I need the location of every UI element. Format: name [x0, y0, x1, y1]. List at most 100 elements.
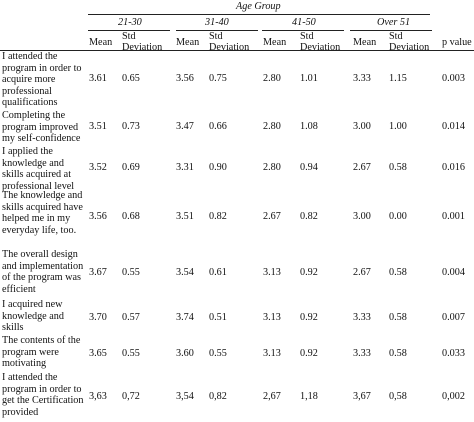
std-header: Std Deviation	[300, 31, 340, 53]
group-label-21-30: 21-30	[118, 17, 142, 28]
cell: 0.73	[122, 121, 140, 132]
cell: 2.80	[263, 162, 281, 173]
cell: 0.014	[442, 121, 465, 132]
group-underline-31-40	[176, 30, 258, 31]
cell: 2,67	[263, 391, 281, 402]
item-text: The knowledge and skills acquired have h…	[2, 190, 83, 236]
cell: 3.61	[89, 73, 107, 84]
cell: 2.67	[353, 162, 371, 173]
item-text: The contents of the program were motivat…	[2, 335, 81, 370]
cell: 0.69	[122, 162, 140, 173]
cell: 0,58	[389, 391, 407, 402]
cell: 0.65	[122, 73, 140, 84]
cell: 3.56	[89, 211, 107, 222]
cell: 0,002	[442, 391, 465, 402]
cell: 0.58	[389, 312, 407, 323]
cell: 3,54	[176, 391, 194, 402]
cell: 3.51	[89, 121, 107, 132]
cell: 3.13	[263, 348, 281, 359]
cell: 3.13	[263, 267, 281, 278]
cell: 0,72	[122, 391, 140, 402]
header-rule-bottom	[0, 50, 474, 51]
cell: 0.003	[442, 73, 465, 84]
std-header: Std Deviation	[389, 31, 429, 53]
mean-header: Mean	[89, 37, 113, 48]
mean-header: Mean	[353, 37, 377, 48]
cell: 1,18	[300, 391, 318, 402]
cell: 2.80	[263, 73, 281, 84]
cell: 3.13	[263, 312, 281, 323]
cell: 1.01	[300, 73, 318, 84]
cell: 0.001	[442, 211, 465, 222]
age-group-title: Age Group	[236, 1, 281, 12]
cell: 0.94	[300, 162, 318, 173]
cell: 3.33	[353, 348, 371, 359]
group-label-over-51: Over 51	[377, 17, 411, 28]
cell: 0.55	[209, 348, 227, 359]
std-header: Std Deviation	[209, 31, 249, 53]
std-header-line2: Deviation	[389, 42, 430, 53]
cell: 3,67	[353, 391, 371, 402]
cell: 0.61	[209, 267, 227, 278]
mean-header: Mean	[263, 37, 287, 48]
cell: 0.58	[389, 348, 407, 359]
item-text: I attended the program in order to get t…	[2, 372, 84, 418]
std-header-line2: Deviation	[122, 42, 163, 53]
cell: 1.08	[300, 121, 318, 132]
cell: 0.92	[300, 312, 318, 323]
cell: 3.33	[353, 312, 371, 323]
std-header-line2: Deviation	[300, 42, 341, 53]
std-header-line1: Std	[389, 31, 403, 42]
cell: 0.75	[209, 73, 227, 84]
cell: 0,82	[209, 391, 227, 402]
item-text: I acquired new knowledge and skills	[2, 299, 64, 334]
cell: 3.00	[353, 121, 371, 132]
cell: 3.00	[353, 211, 371, 222]
cell: 0.55	[122, 348, 140, 359]
cell: 0.68	[122, 211, 140, 222]
cell: 0.92	[300, 267, 318, 278]
item-text: Completing the program improved my self-…	[2, 110, 81, 145]
group-underline-41-50	[262, 30, 344, 31]
std-header: Std Deviation	[122, 31, 162, 53]
cell: 0.58	[389, 267, 407, 278]
cell: 0.016	[442, 162, 465, 173]
group-label-31-40: 31-40	[205, 17, 229, 28]
cell: 0.51	[209, 312, 227, 323]
p-value-header: p value	[442, 37, 472, 48]
cell: 0.92	[300, 348, 318, 359]
header-rule-top	[88, 14, 430, 15]
mean-header: Mean	[176, 37, 200, 48]
cell: 0.58	[389, 162, 407, 173]
group-underline-21-30	[88, 30, 170, 31]
group-label-41-50: 41-50	[292, 17, 316, 28]
cell: 3.52	[89, 162, 107, 173]
cell: 2.80	[263, 121, 281, 132]
cell: 3.70	[89, 312, 107, 323]
cell: 0.90	[209, 162, 227, 173]
cell: 1.00	[389, 121, 407, 132]
item-text: I attended the program in order to acqui…	[2, 51, 82, 109]
cell: 0.82	[209, 211, 227, 222]
std-header-line1: Std	[300, 31, 314, 42]
group-underline-over-51	[350, 30, 432, 31]
cell: 0.66	[209, 121, 227, 132]
item-text: I applied the knowledge and skills acqui…	[2, 146, 75, 192]
std-header-line1: Std	[122, 31, 136, 42]
item-text: The overall design and implementation of…	[2, 249, 84, 295]
cell: 0.82	[300, 211, 318, 222]
cell: 3.74	[176, 312, 194, 323]
cell: 3.47	[176, 121, 194, 132]
cell: 3,63	[89, 391, 107, 402]
cell: 0.57	[122, 312, 140, 323]
cell: 0.004	[442, 267, 465, 278]
cell: 3.60	[176, 348, 194, 359]
cell: 3.67	[89, 267, 107, 278]
cell: 2.67	[353, 267, 371, 278]
std-header-line1: Std	[209, 31, 223, 42]
std-header-line2: Deviation	[209, 42, 250, 53]
cell: 3.31	[176, 162, 194, 173]
cell: 2.67	[263, 211, 281, 222]
cell: 3.54	[176, 267, 194, 278]
